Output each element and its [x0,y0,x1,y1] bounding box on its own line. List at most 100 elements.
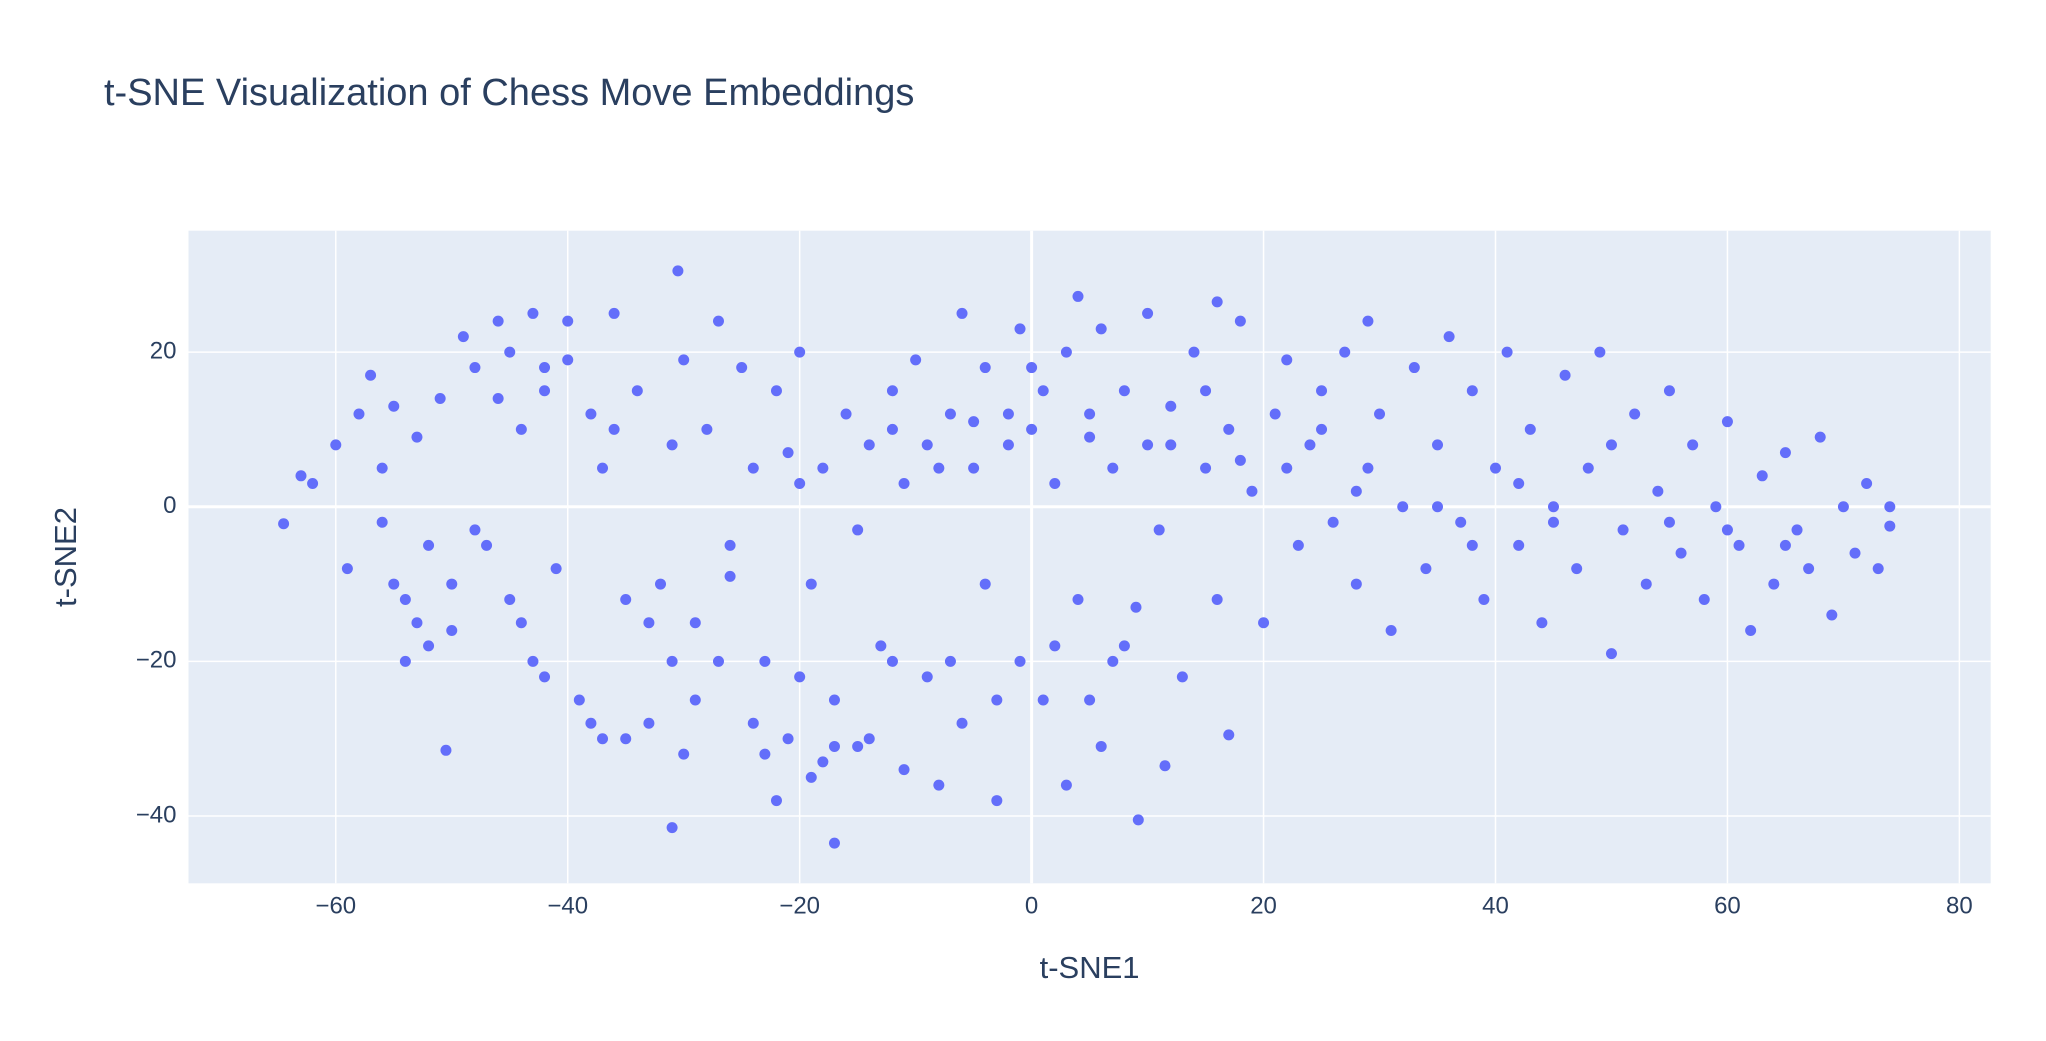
scatter-point [353,408,365,420]
scatter-point [944,655,956,667]
scatter-point [863,733,875,745]
scatter-point [434,392,446,404]
scatter-point [1605,439,1617,451]
scatter-point [446,624,458,636]
y-tick-label: 0 [163,492,176,519]
scatter-point [1281,354,1293,366]
scatter-point [1060,346,1072,358]
scatter-point [956,717,968,729]
scatter-point [585,717,597,729]
scatter-point [1362,315,1374,327]
x-axis-title: t-SNE1 [1040,950,1140,985]
scatter-point [423,640,435,652]
scatter-point [376,516,388,528]
scatter-point [921,671,933,683]
scatter-point [672,265,684,277]
scatter-point [1084,431,1096,443]
scatter-point [492,315,504,327]
chart-title: t-SNE Visualization of Chess Move Embedd… [104,72,914,114]
scatter-point [1687,439,1699,451]
scatter-point [631,385,643,397]
scatter-point [1884,520,1896,532]
scatter-point [1594,346,1606,358]
scatter-point [1095,740,1107,752]
scatter-point [1002,439,1014,451]
x-tick-label: 40 [1482,893,1509,920]
scatter-point [1443,331,1455,343]
scatter-point [910,354,922,366]
scatter-point [365,369,377,381]
scatter-point [1316,385,1328,397]
scatter-point [1060,779,1072,791]
scatter-point [1084,694,1096,706]
scatter-point [1559,369,1571,381]
scatter-point [597,462,609,474]
scatter-point [1513,478,1525,490]
scatter-point [1768,578,1780,590]
scatter-point [991,795,1003,807]
scatter-point [1408,362,1420,374]
scatter-point [968,416,980,428]
scatter-point [1756,470,1768,482]
scatter-point [643,717,655,729]
scatter-point [411,617,423,629]
scatter-point [1513,539,1525,551]
scatter-point [1269,408,1281,420]
scatter-point [446,578,458,590]
scatter-point [1153,524,1165,536]
scatter-point [1107,655,1119,667]
scatter-point [968,462,980,474]
scatter-point [944,408,956,420]
scatter-point [979,578,991,590]
scatter-point [1490,462,1502,474]
scatter-point [1745,624,1757,636]
scatter-point [1223,423,1235,435]
y-tick-label: −20 [136,647,177,674]
scatter-point [1547,501,1559,513]
scatter-point [1211,594,1223,606]
scatter-point [1721,524,1733,536]
scatter-point [573,694,585,706]
scatter-point [1432,501,1444,513]
scatter-point [1292,539,1304,551]
scatter-point [921,439,933,451]
scatter-point [747,462,759,474]
scatter-point [655,578,667,590]
scatter-point [399,594,411,606]
scatter-point [852,524,864,536]
scatter-point [1466,385,1478,397]
scatter-point [1629,408,1641,420]
scatter-point [1571,563,1583,575]
scatter-point [1884,501,1896,513]
scatter-point [770,795,782,807]
scatter-point [1698,594,1710,606]
y-tick-label: −40 [136,801,177,828]
scatter-point [1675,547,1687,559]
scatter-point [1547,516,1559,528]
scatter-point [886,385,898,397]
scatter-point [1524,423,1536,435]
scatter-point [759,655,771,667]
scatter-point [423,539,435,551]
scatter-point [1049,640,1061,652]
scatter-point [863,439,875,451]
scatter-point [724,570,736,582]
scatter-point [1501,346,1513,358]
scatter-point [608,307,620,319]
scatter-point [805,771,817,783]
scatter-point [295,470,307,482]
scatter-point [712,655,724,667]
scatter-point [689,617,701,629]
scatter-point [1223,729,1235,741]
scatter-point [562,315,574,327]
scatter-point [1837,501,1849,513]
scatter-point [550,563,562,575]
scatter-point [1132,814,1144,826]
scatter-point [666,655,678,667]
scatter-point [376,462,388,474]
scatter-point [782,447,794,459]
scatter-point [886,655,898,667]
scatter-point [1327,516,1339,528]
scatter-point [399,655,411,667]
